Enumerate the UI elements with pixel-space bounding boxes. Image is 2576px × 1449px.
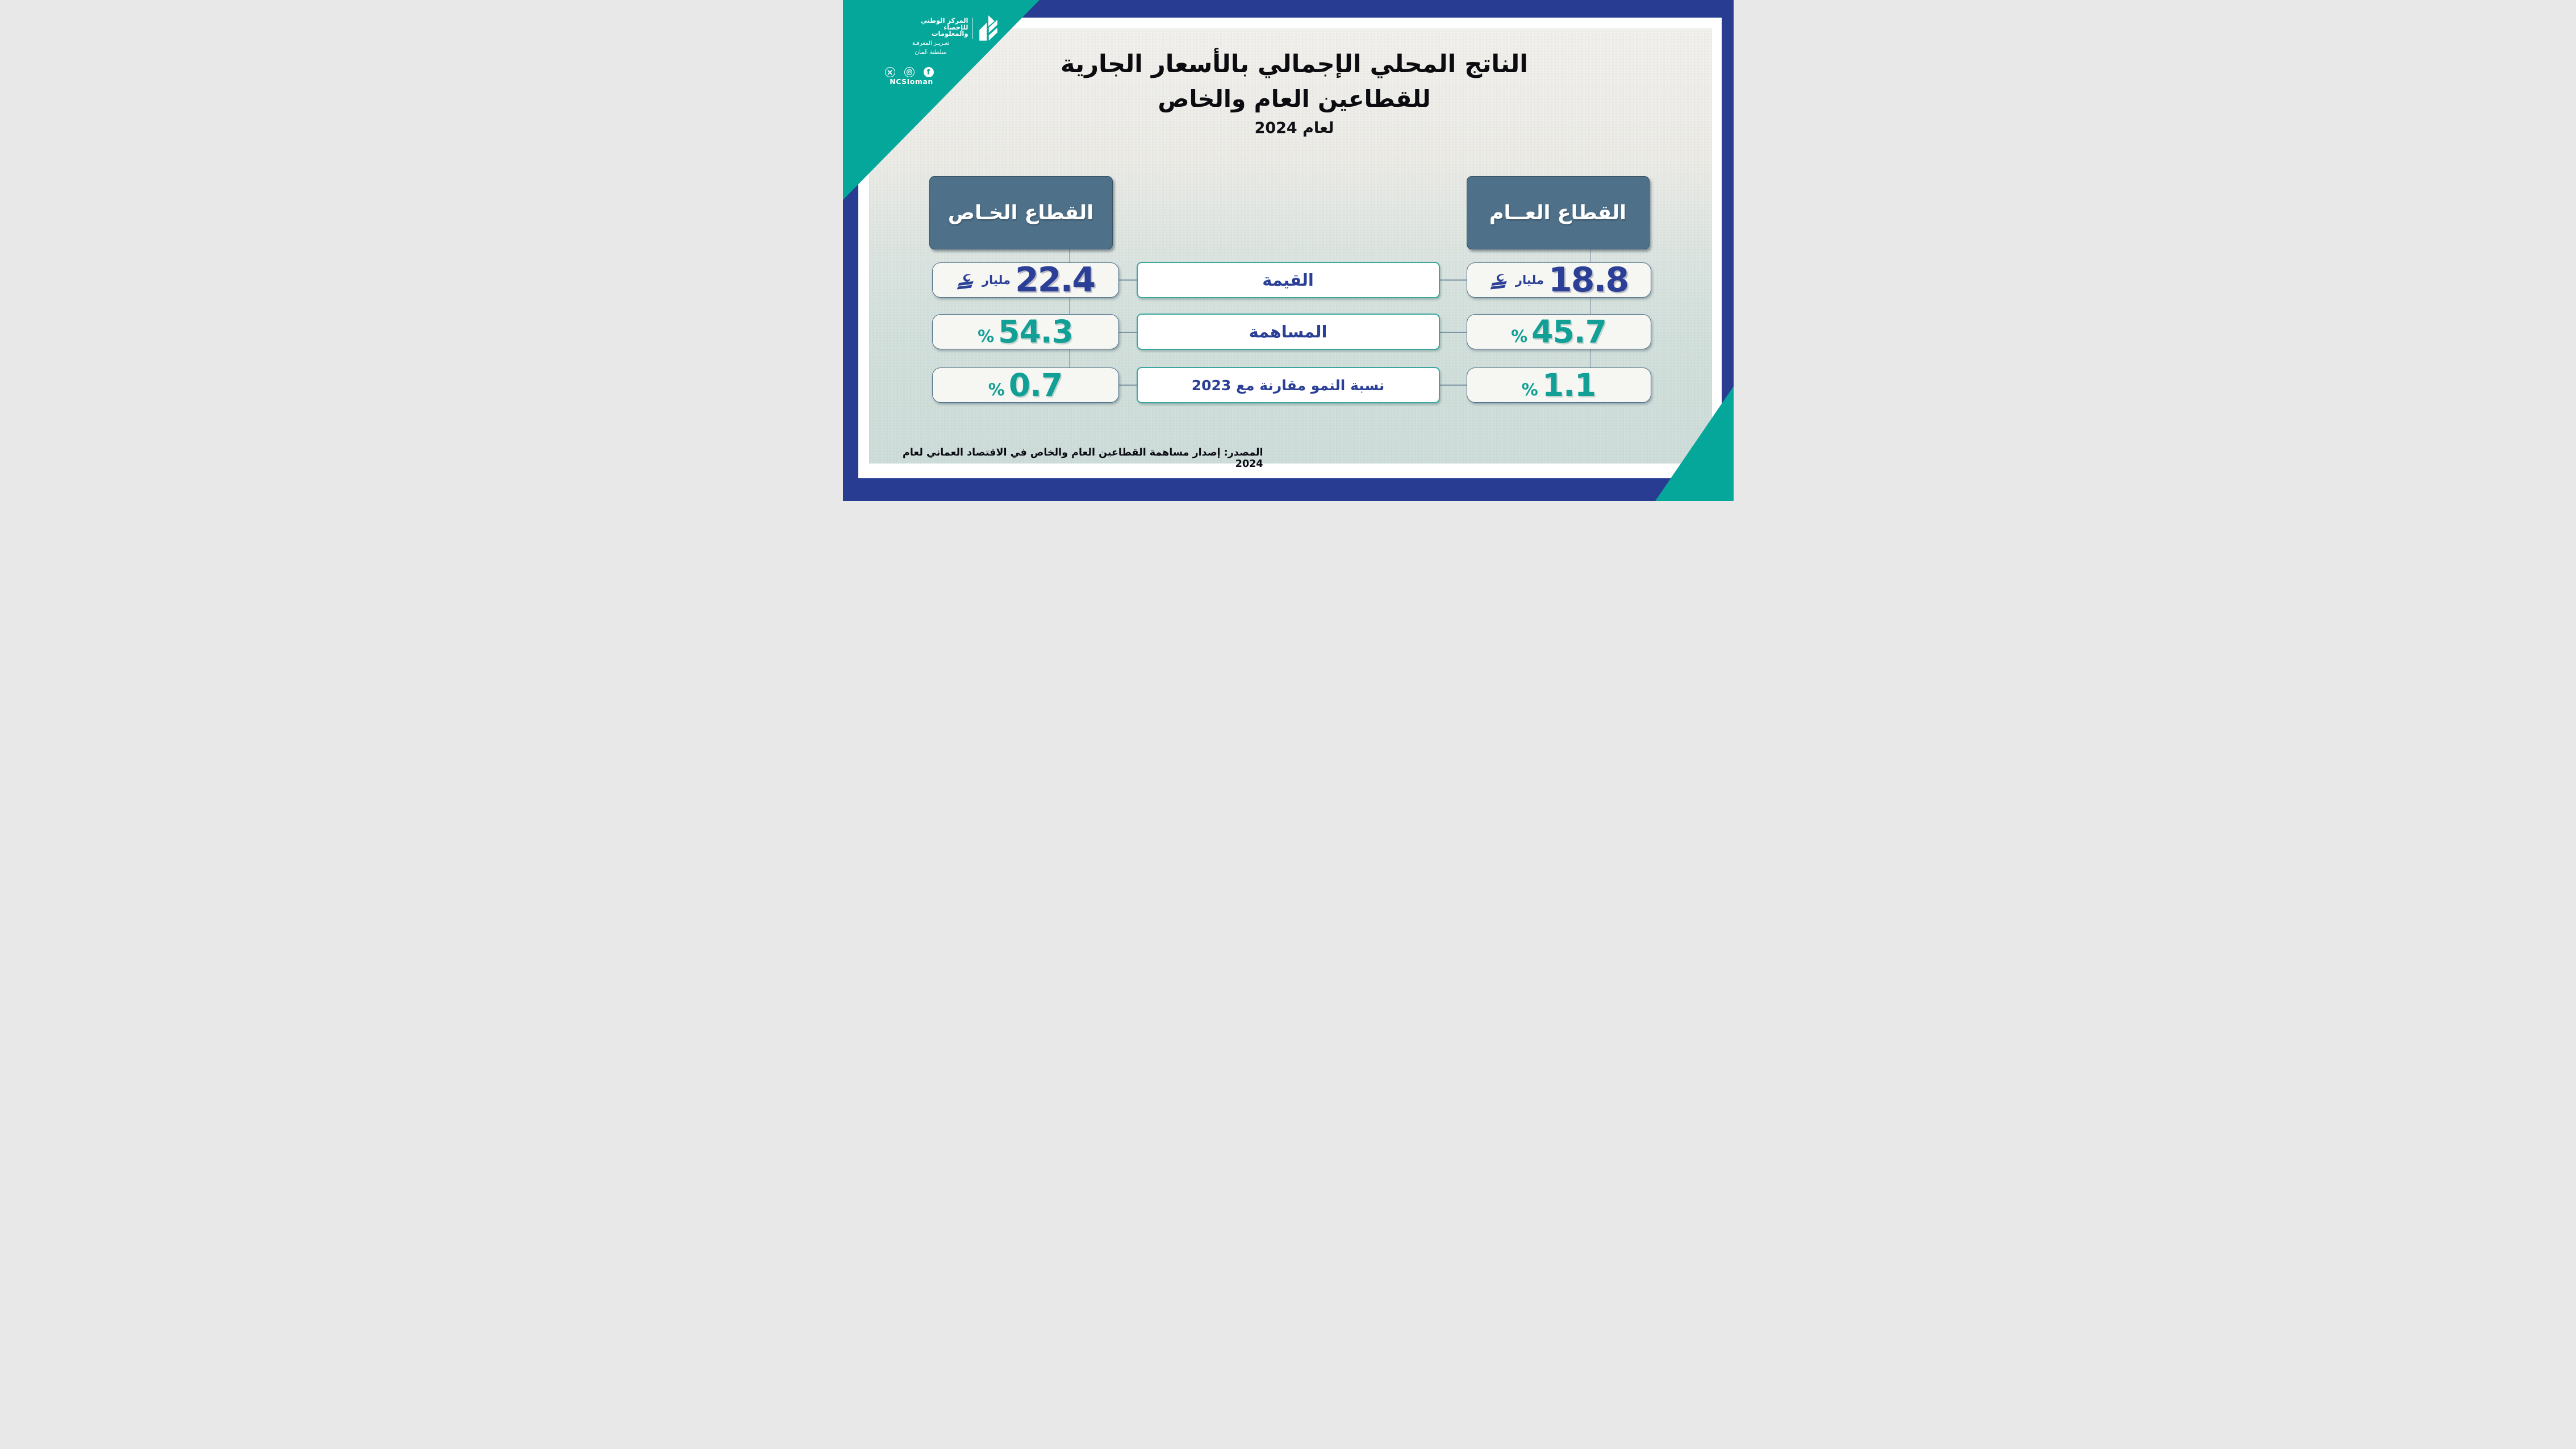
ncsi-logo-icon [979, 15, 997, 41]
private-growth-box: % 0.7 [932, 368, 1119, 403]
omani-rial-icon [1490, 274, 1507, 290]
private-contribution-box: % 54.3 [932, 314, 1119, 349]
connector-private-column [1068, 249, 1070, 368]
public-sector-header: القطاع العــام [1466, 176, 1650, 249]
public-contribution-box: % 45.7 [1466, 313, 1651, 350]
public-value-unit: مليار [1515, 273, 1544, 287]
infographic-poster: الناتج المحلي الإجمالي بالأسعار الجارية … [842, 0, 1734, 501]
instagram-icon[interactable] [904, 67, 915, 77]
social-icons: f [884, 67, 934, 77]
public-value-number: 18.8 [1548, 260, 1629, 300]
public-value-box: مليار 18.8 [1466, 260, 1651, 300]
org-name-line: المركز الوطني [920, 16, 968, 24]
public-growth-box: % 1.1 [1466, 366, 1651, 403]
social-handle[interactable]: NCSIoman [890, 77, 933, 86]
facebook-icon[interactable]: f [923, 67, 934, 77]
percent-sign: % [1511, 327, 1528, 346]
org-name: المركز الوطني للإحصاء والمعلومات [878, 16, 968, 38]
private-growth-number: 0.7 [1008, 366, 1063, 403]
public-growth-number: 1.1 [1542, 366, 1596, 403]
private-contribution-number: 54.3 [998, 313, 1074, 350]
source-note: المصدر: إصدار مساهمة القطاعين العام والخ… [903, 447, 1263, 470]
private-value-unit: مليار [982, 273, 1011, 287]
main-title-line2: للقطاعين العام والخاص [1158, 85, 1431, 112]
logo-block: المركز الوطني للإحصاء والمعلومات تعـزيـز… [843, 0, 1734, 501]
row-label-contribution: المساهمة [1136, 314, 1440, 350]
brand-tagline: تعـزيـز المعرفـة [912, 40, 950, 47]
private-value-number: 22.4 [1015, 260, 1096, 300]
brand-country: سلطنة عُمان [915, 49, 947, 56]
main-title-line1: الناتج المحلي الإجمالي بالأسعار الجارية [1060, 50, 1529, 78]
row-label-growth: نسبة النمو مقارنة مع 2023 [1136, 367, 1440, 403]
connector-public-column [1590, 249, 1591, 368]
org-name-line: للإحصاء [943, 23, 968, 31]
omani-rial-icon [957, 274, 974, 290]
percent-sign: % [1521, 380, 1538, 399]
teal-wedge-bottom-right [1655, 386, 1734, 501]
logo-divider [971, 18, 973, 39]
teal-triangle-top-left [842, 0, 1039, 200]
main-title-line3: لعام 2024 [1254, 119, 1334, 137]
private-value-box: مليار 22.4 [932, 262, 1119, 298]
org-name-line: والمعلومات [931, 30, 968, 38]
x-icon[interactable] [884, 67, 895, 77]
row-label-value: القيمة [1136, 262, 1440, 298]
public-contribution-number: 45.7 [1531, 313, 1607, 350]
private-sector-header: القطاع الخـاص [929, 176, 1113, 249]
percent-sign: % [988, 380, 1005, 399]
percent-sign: % [978, 327, 995, 346]
teal-corner-shapes [842, 0, 1734, 501]
